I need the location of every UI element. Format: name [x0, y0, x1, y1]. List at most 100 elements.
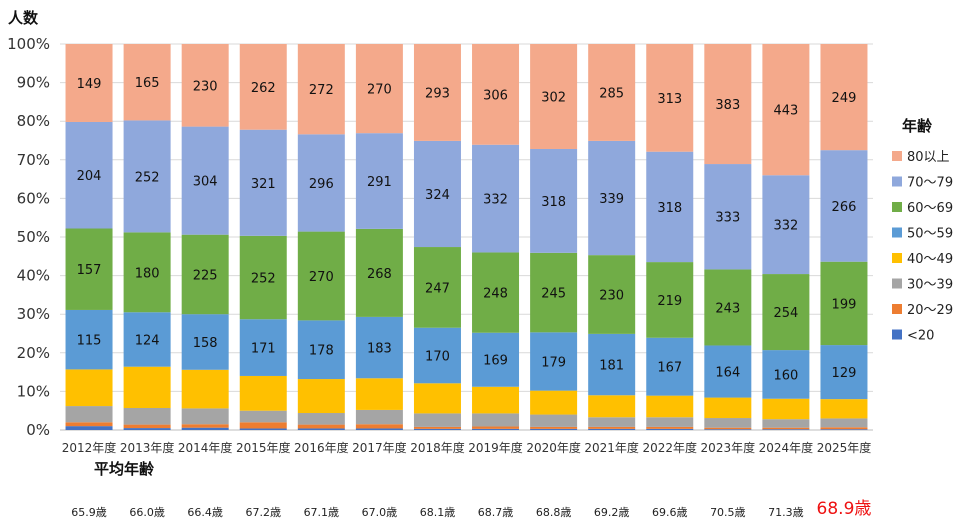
- bar-segment: [588, 426, 636, 429]
- data-label: 171: [251, 342, 276, 357]
- bar-segment: [646, 337, 694, 396]
- data-label: 248: [483, 287, 508, 302]
- data-label: 293: [425, 86, 450, 101]
- data-labels: 115 157 204 149 124 180 252 165 158 225 304 230 171 2…: [77, 76, 857, 383]
- average-age-title: 平均年齢: [94, 460, 155, 478]
- bar-segment: [297, 428, 345, 430]
- data-label: 383: [715, 98, 740, 113]
- bar-segment: [530, 332, 578, 391]
- bar-segment: [704, 164, 752, 270]
- data-label: 178: [309, 344, 334, 359]
- x-tick-label: 2013年度: [120, 440, 175, 455]
- data-label: 247: [425, 281, 450, 296]
- data-label: 270: [367, 83, 392, 98]
- legend-swatch: [892, 227, 902, 238]
- data-label: 165: [135, 76, 160, 91]
- bar-segment: [820, 345, 868, 400]
- data-label: 443: [773, 104, 798, 119]
- data-label: 160: [773, 368, 798, 383]
- bar-segment: [820, 399, 868, 419]
- bar-segment: [762, 419, 810, 428]
- bar-segment: [123, 232, 171, 313]
- bar-segment: [646, 44, 694, 152]
- bar-segment: [646, 262, 694, 338]
- bar-segment: [762, 398, 810, 420]
- x-tick-label: 2019年度: [468, 440, 523, 455]
- bar-segment: [820, 44, 868, 151]
- x-tick-label: 2017年度: [352, 440, 407, 455]
- data-label: 302: [541, 90, 566, 105]
- data-label: 268: [367, 267, 392, 282]
- bar-segment: [588, 255, 636, 334]
- data-label: 272: [309, 83, 334, 98]
- average-age-value: 68.8歳: [536, 506, 572, 519]
- average-age-value: 67.1歳: [304, 506, 340, 519]
- bar-segment: [181, 314, 229, 370]
- bar-segment: [181, 234, 229, 315]
- bar-segment: [472, 252, 520, 333]
- bar-segment: [704, 429, 752, 430]
- bar-segment: [239, 428, 287, 430]
- y-tick-label: 30%: [17, 305, 50, 323]
- x-axis-ticks: 2012年度 2013年度 2014年度 2015年度 2016年度 2017年度 2018…: [62, 440, 871, 455]
- y-tick-label: 60%: [17, 189, 50, 207]
- bar-segment: [123, 312, 171, 367]
- data-label: 245: [541, 287, 566, 302]
- data-label: 157: [77, 263, 102, 278]
- bar-segment: [820, 429, 868, 430]
- average-age-value: 68.7歳: [478, 506, 514, 519]
- legend-swatch: [892, 176, 902, 187]
- y-tick-label: 50%: [17, 228, 50, 246]
- data-label: 339: [599, 192, 624, 207]
- bar-segment: [297, 379, 345, 414]
- bar-segment: [413, 413, 461, 427]
- average-age-value: 71.3歳: [768, 506, 804, 519]
- x-tick-label: 2022年度: [642, 440, 697, 455]
- data-label: 306: [483, 88, 508, 103]
- bar-segment: [530, 390, 578, 415]
- x-tick-label: 2018年度: [410, 440, 465, 455]
- data-label: 169: [483, 354, 508, 369]
- y-tick-label: 80%: [17, 112, 50, 130]
- average-age-highlight: 68.9歳: [817, 499, 872, 519]
- bar-segment: [530, 428, 578, 430]
- y-tick-label: 20%: [17, 344, 50, 362]
- bar-segment: [239, 235, 287, 320]
- bar-segment: [297, 44, 345, 135]
- data-label: 230: [599, 289, 624, 304]
- bar-segment: [297, 413, 345, 425]
- bar-segment: [65, 422, 113, 427]
- data-label: 324: [425, 188, 450, 203]
- average-age-value: 68.1歳: [420, 506, 456, 519]
- bar-segment: [65, 406, 113, 423]
- average-age-value: 67.2歳: [246, 506, 282, 519]
- y-tick-label: 70%: [17, 151, 50, 169]
- bar-segment: [65, 426, 113, 430]
- bar-segment: [472, 428, 520, 430]
- bar-segment: [472, 386, 520, 414]
- bar-segment: [297, 134, 345, 232]
- bar-segment: [530, 414, 578, 427]
- bar-segment: [65, 44, 113, 122]
- data-label: 179: [541, 355, 566, 370]
- data-label: 266: [832, 200, 857, 215]
- bar-segment: [123, 424, 171, 429]
- legend-label: 80以上: [907, 150, 950, 165]
- bar-segment: [181, 427, 229, 430]
- bar-segments: [65, 44, 868, 430]
- bar-segment: [65, 228, 113, 310]
- data-label: 313: [657, 92, 682, 107]
- data-label: 149: [77, 77, 102, 92]
- bar-segment: [65, 121, 113, 229]
- bar-segment: [239, 44, 287, 130]
- data-label: 115: [77, 334, 102, 349]
- data-label: 318: [541, 195, 566, 210]
- bar-segment: [472, 426, 520, 429]
- average-age-value: 67.0歳: [362, 506, 398, 519]
- bar-segment: [820, 150, 868, 262]
- bar-segment: [762, 350, 810, 399]
- bar-segment: [530, 252, 578, 333]
- bar-segment: [704, 44, 752, 165]
- data-label: 180: [135, 266, 160, 281]
- bar-segment: [588, 417, 636, 427]
